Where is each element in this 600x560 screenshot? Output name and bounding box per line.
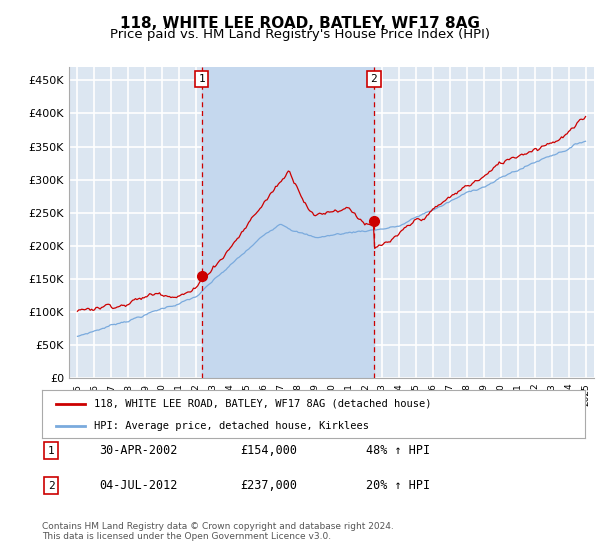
Bar (202, 67, 374, 378)
Text: Contains HM Land Registry data © Crown copyright and database right 2024.
This d: Contains HM Land Registry data © Crown c… (42, 522, 394, 542)
Text: 118, WHITE LEE ROAD, BATLEY, WF17 8AG: 118, WHITE LEE ROAD, BATLEY, WF17 8AG (120, 16, 480, 31)
Text: Price paid vs. HM Land Registry's House Price Index (HPI): Price paid vs. HM Land Registry's House … (110, 28, 490, 41)
Text: £237,000: £237,000 (240, 479, 297, 492)
Text: 1: 1 (47, 446, 55, 456)
Text: HPI: Average price, detached house, Kirklees: HPI: Average price, detached house, Kirk… (94, 421, 368, 431)
Text: 2: 2 (370, 74, 377, 84)
Text: 118, WHITE LEE ROAD, BATLEY, WF17 8AG (detached house): 118, WHITE LEE ROAD, BATLEY, WF17 8AG (d… (94, 399, 431, 409)
Text: £154,000: £154,000 (240, 444, 297, 458)
Text: 30-APR-2002: 30-APR-2002 (99, 444, 178, 458)
Text: 2: 2 (47, 480, 55, 491)
Text: 48% ↑ HPI: 48% ↑ HPI (366, 444, 430, 458)
Text: 20% ↑ HPI: 20% ↑ HPI (366, 479, 430, 492)
Text: 04-JUL-2012: 04-JUL-2012 (99, 479, 178, 492)
Text: 1: 1 (198, 74, 205, 84)
